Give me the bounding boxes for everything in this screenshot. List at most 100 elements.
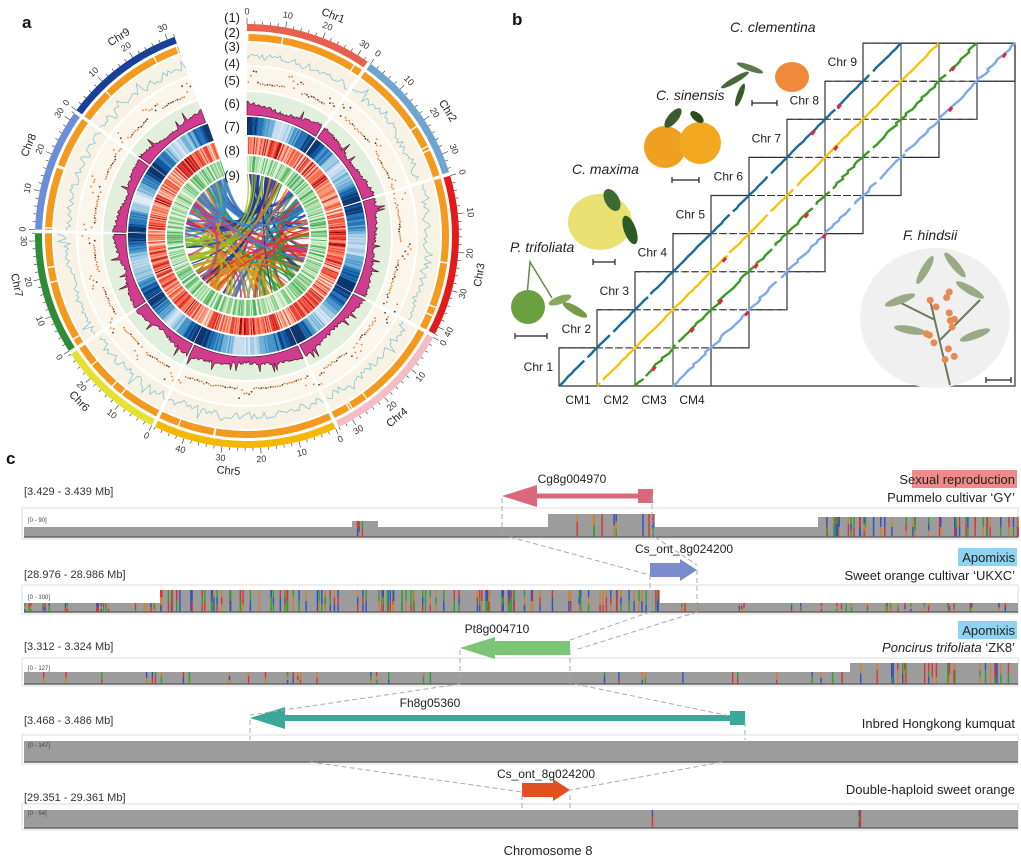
synteny-links (184, 173, 310, 299)
track6-cell (347, 223, 366, 227)
tick (434, 333, 438, 336)
variant-bar (811, 672, 813, 676)
track4-point (401, 255, 404, 257)
tick (197, 442, 200, 446)
track4-point (111, 162, 114, 165)
track6-cell (189, 131, 199, 148)
track7-cell (268, 140, 275, 158)
inversion-mark (744, 310, 750, 317)
track7-cell (325, 258, 343, 264)
track4-point (345, 119, 348, 122)
track7-cell (325, 208, 343, 215)
track4-point (257, 81, 259, 84)
tick (382, 70, 386, 74)
track8-cell (216, 161, 224, 177)
variant-bar (570, 590, 572, 601)
track8-cell (203, 289, 213, 304)
track8-cell (170, 211, 187, 218)
variant-bar (357, 590, 359, 598)
track6-cell (149, 293, 165, 305)
variant-bar (501, 590, 503, 598)
track6-cell (237, 336, 240, 355)
variant-bar (610, 590, 612, 598)
track8-cell (311, 235, 328, 237)
track8-cell (206, 291, 216, 306)
track6-cell (312, 312, 326, 327)
track-label-7: (7) (224, 119, 240, 134)
tick (352, 419, 356, 426)
track7-cell (328, 242, 346, 245)
track7-cell (328, 222, 346, 226)
tick (433, 337, 439, 341)
track6-cell (148, 168, 164, 180)
track6-cell (128, 223, 147, 227)
track8-cell (294, 278, 307, 291)
variant-bar (204, 601, 206, 612)
track8-cell (283, 288, 294, 302)
track7-cell (155, 196, 172, 205)
track4-point (94, 254, 97, 256)
chromosome-label-chr7: Chr7 (8, 272, 25, 298)
track8-cell (184, 275, 198, 287)
track6-cell (272, 120, 279, 139)
tick-label: 30 (215, 452, 226, 463)
track6-cell (325, 161, 341, 174)
track8-cell (239, 299, 242, 316)
variant-bar (161, 590, 163, 598)
track8-cell (185, 184, 198, 196)
variant-bar (286, 601, 289, 612)
track4-point (141, 346, 143, 348)
track4-point (93, 217, 96, 219)
track6-cell (296, 323, 307, 340)
ideogram-chr2 (366, 63, 450, 175)
row-label-chr5: Chr 5 (676, 208, 706, 222)
track6-cell (129, 216, 148, 221)
track8-cell (270, 295, 278, 311)
track6-cell (138, 276, 156, 286)
track4-point (107, 297, 110, 300)
track7-cell (148, 230, 166, 233)
track4-point (323, 371, 325, 374)
track4-point (331, 361, 333, 364)
variant-bar (776, 680, 778, 684)
track8-cell (305, 202, 320, 210)
tick (300, 27, 302, 31)
gene-arrow-5 (522, 779, 570, 801)
track2-ring (360, 71, 440, 178)
track7-cell (279, 310, 288, 327)
track6-cell (347, 246, 366, 250)
track7-cell (189, 154, 201, 170)
track6-cell (261, 118, 266, 137)
track8-cell (254, 299, 257, 316)
tick (445, 159, 449, 162)
track7-cell (176, 165, 190, 179)
track4-point (226, 386, 229, 389)
track4-point (94, 259, 97, 261)
variant-bar (228, 676, 231, 680)
variant-bar (284, 590, 286, 598)
track6-cell (347, 226, 366, 230)
track8-cell (252, 156, 255, 173)
track7-cell (205, 310, 214, 327)
variant-bar (897, 670, 899, 677)
coverage-track-5 (21, 803, 1019, 831)
track-label-6: (6) (224, 96, 240, 111)
variant-bar (889, 607, 892, 612)
track7-cell (163, 279, 179, 290)
gene-body (494, 641, 570, 655)
track6-cell (293, 130, 303, 147)
variant-bar (30, 609, 32, 612)
variant-bar (953, 663, 955, 670)
stem (526, 259, 553, 299)
synteny-series-3 (677, 308, 712, 343)
track7-cell (171, 288, 185, 301)
track7-cell (248, 318, 250, 336)
track4-point (132, 131, 135, 134)
track6-cell (315, 309, 329, 324)
track6-cell (134, 269, 153, 278)
track8-cell (218, 295, 225, 312)
track7-cell (303, 295, 316, 309)
track7-cell (323, 263, 341, 271)
connector-line (569, 761, 723, 791)
track4-point (90, 185, 92, 188)
